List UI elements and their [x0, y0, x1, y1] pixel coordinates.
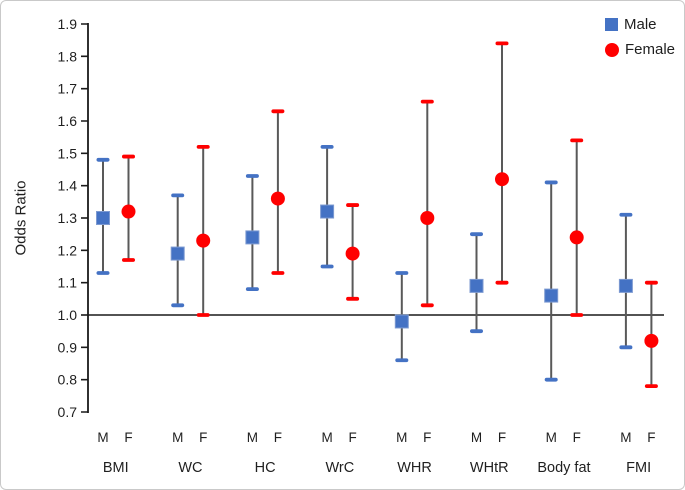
category-label-bmi: BMI [103, 460, 129, 476]
category-label-body-fat: Body fat [537, 460, 590, 476]
errorbar-cap-upper-male-whtr [470, 232, 483, 237]
sex-label-f-7: F [647, 430, 655, 445]
sex-label-m-5: M [471, 430, 482, 445]
male-square-swatch-icon [605, 18, 618, 31]
y-tick-label: 0.9 [58, 339, 78, 355]
category-label-whr: WHR [397, 460, 432, 476]
y-tick-label: 0.8 [58, 372, 78, 388]
y-tick-label: 1.1 [58, 275, 78, 291]
errorbar-cap-lower-male-wrc [320, 264, 334, 269]
errorbar-cap-lower-male-whtr [470, 329, 483, 334]
errorbar-cap-upper-male-bmi [96, 157, 110, 162]
category-label-fmi: FMI [626, 460, 651, 476]
legend: Male Female [605, 17, 675, 57]
sex-label-f-3: F [348, 430, 356, 445]
category-label-wrc: WrC [325, 460, 354, 476]
marker-female-whtr [495, 172, 509, 187]
y-tick-label: 1.8 [58, 48, 78, 64]
marker-male-body-fat [544, 288, 559, 303]
errorbar-cap-lower-male-wc [171, 303, 185, 308]
errorbar-cap-upper-female-fmi [644, 280, 658, 285]
marker-male-whr [394, 314, 409, 329]
errorbar-cap-upper-female-whr [420, 99, 434, 104]
errorbar-cap-upper-male-whr [395, 271, 409, 275]
legend-item-female: Female [605, 42, 675, 57]
sex-label-m-6: M [546, 430, 557, 445]
errorbar-cap-lower-female-whtr [495, 280, 509, 285]
category-label-wc: WC [178, 460, 202, 476]
legend-item-male: Male [605, 17, 675, 32]
marker-male-wrc [320, 204, 335, 219]
sex-label-f-4: F [423, 430, 431, 445]
errorbar-cap-lower-female-body-fat [570, 313, 584, 317]
female-circle-swatch-icon [605, 42, 619, 57]
y-tick-label: 1.6 [58, 113, 78, 129]
errorbar-cap-lower-male-fmi [619, 345, 633, 350]
errorbar-cap-lower-female-whr [420, 303, 434, 308]
errorbar-cap-lower-male-bmi [96, 271, 110, 275]
errorbar-cap-upper-female-wrc [346, 203, 360, 207]
errorbar-cap-upper-male-hc [245, 174, 259, 178]
sex-label-m-0: M [97, 430, 108, 445]
y-tick-label: 0.7 [58, 404, 78, 420]
sex-label-m-2: M [247, 430, 258, 445]
y-tick-label: 1.9 [58, 16, 78, 32]
sex-label-f-1: F [199, 430, 207, 445]
sex-label-f-5: F [498, 430, 506, 445]
sex-label-m-1: M [172, 430, 183, 445]
sex-label-m-3: M [321, 430, 332, 445]
errorbar-cap-lower-female-fmi [644, 384, 658, 389]
y-tick-label: 1.5 [58, 145, 78, 161]
marker-female-hc [270, 191, 285, 206]
y-tick-label: 1.7 [58, 81, 78, 97]
errorbar-cap-upper-male-wc [171, 193, 185, 198]
y-tick-label: 1.4 [58, 178, 78, 194]
category-label-whtr: WHtR [470, 460, 509, 476]
sex-label-m-4: M [396, 430, 407, 445]
marker-female-fmi [644, 333, 659, 348]
errorbar-cap-lower-female-wrc [346, 296, 360, 301]
errorbar-cap-upper-male-body-fat [544, 180, 558, 185]
errorbar-cap-upper-female-wc [196, 144, 210, 149]
errorbar-cap-lower-male-whr [395, 358, 409, 363]
errorbar-cap-lower-male-body-fat [544, 377, 558, 382]
marker-male-wc [170, 246, 185, 261]
errorbar-cap-upper-female-bmi [122, 154, 135, 159]
y-tick-label: 1.0 [58, 307, 78, 323]
sex-label-f-2: F [274, 430, 282, 445]
y-axis-title: Odds Ratio [12, 180, 30, 256]
y-tick-label: 1.2 [58, 242, 78, 258]
sex-label-f-0: F [124, 430, 132, 445]
legend-label-male: Male [624, 16, 657, 33]
errorbar-cap-lower-female-wc [196, 313, 210, 317]
errorbar-cap-lower-female-bmi [122, 258, 135, 262]
marker-female-whr [420, 211, 435, 225]
errorbar-cap-upper-female-body-fat [570, 138, 584, 143]
marker-male-whtr [469, 278, 484, 293]
marker-female-body-fat [569, 230, 584, 245]
marker-male-fmi [618, 278, 633, 293]
marker-male-bmi [96, 211, 110, 225]
sex-label-f-6: F [573, 430, 581, 445]
y-tick-label: 1.3 [58, 210, 78, 226]
marker-male-hc [245, 230, 260, 245]
sex-label-m-7: M [620, 430, 631, 445]
errorbar-cap-lower-male-hc [245, 287, 259, 292]
errorbar-cap-lower-female-hc [271, 271, 285, 275]
category-label-hc: HC [255, 460, 276, 476]
errorbar-cap-upper-female-hc [271, 109, 285, 114]
errorbar-cap-upper-female-whtr [495, 41, 509, 46]
errorbar-cap-upper-male-fmi [619, 212, 633, 217]
marker-female-wrc [345, 246, 360, 261]
legend-label-female: Female [625, 41, 676, 58]
errorbar-cap-upper-male-wrc [320, 144, 334, 149]
marker-female-wc [196, 233, 211, 248]
marker-female-bmi [121, 204, 136, 219]
